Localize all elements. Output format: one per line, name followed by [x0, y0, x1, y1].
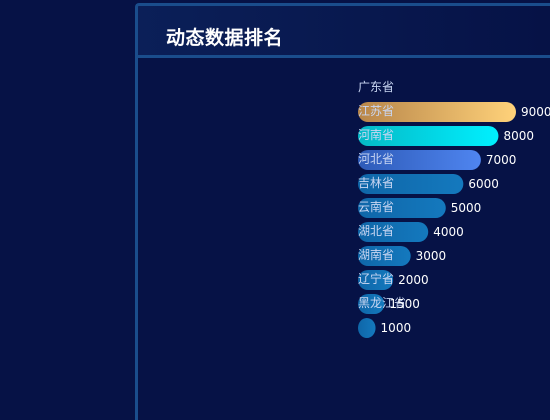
bar-7 [358, 246, 411, 266]
category-label: 河南省 [358, 127, 394, 142]
value-label: 1000 [381, 321, 412, 335]
bar-8 [358, 270, 394, 290]
value-label: 8000 [503, 129, 534, 143]
bar-6 [358, 222, 429, 242]
category-label: 江苏省 [358, 104, 394, 118]
bar-1 [358, 102, 516, 122]
value-label: 9000 [521, 105, 550, 119]
value-label: 4000 [433, 225, 464, 239]
category-label: 辽宁省 [358, 271, 394, 286]
value-label: 6000 [468, 177, 499, 191]
category-label: 云南省 [358, 199, 394, 214]
bar-9 [358, 294, 385, 314]
value-label: 2000 [398, 273, 429, 287]
bar-2 [358, 126, 499, 146]
value-label: 1500 [389, 297, 420, 311]
value-label: 7000 [486, 153, 517, 167]
bar-4 [358, 174, 464, 194]
value-label: 3000 [416, 249, 447, 263]
bar-3 [358, 150, 481, 170]
panel-header: 动态数据排名 [138, 6, 550, 58]
category-label: 湖南省 [358, 247, 394, 262]
category-label: 湖北省 [358, 223, 394, 238]
value-label-group: 9000 8000 7000 6000 5000 4000 3000 2000 1500 1000 [381, 105, 550, 335]
value-label: 5000 [451, 201, 482, 215]
bar-5 [358, 198, 446, 218]
category-label: 广东省 [358, 80, 394, 94]
bar-10 [358, 318, 376, 338]
category-label: 黑龙江省 [358, 296, 406, 310]
ranking-panel: 动态数据排名 [135, 3, 550, 420]
bar-group [358, 102, 516, 338]
category-label: 吉林省 [358, 176, 394, 190]
category-label: 河北省 [358, 152, 394, 166]
panel-title: 动态数据排名 [166, 27, 284, 49]
